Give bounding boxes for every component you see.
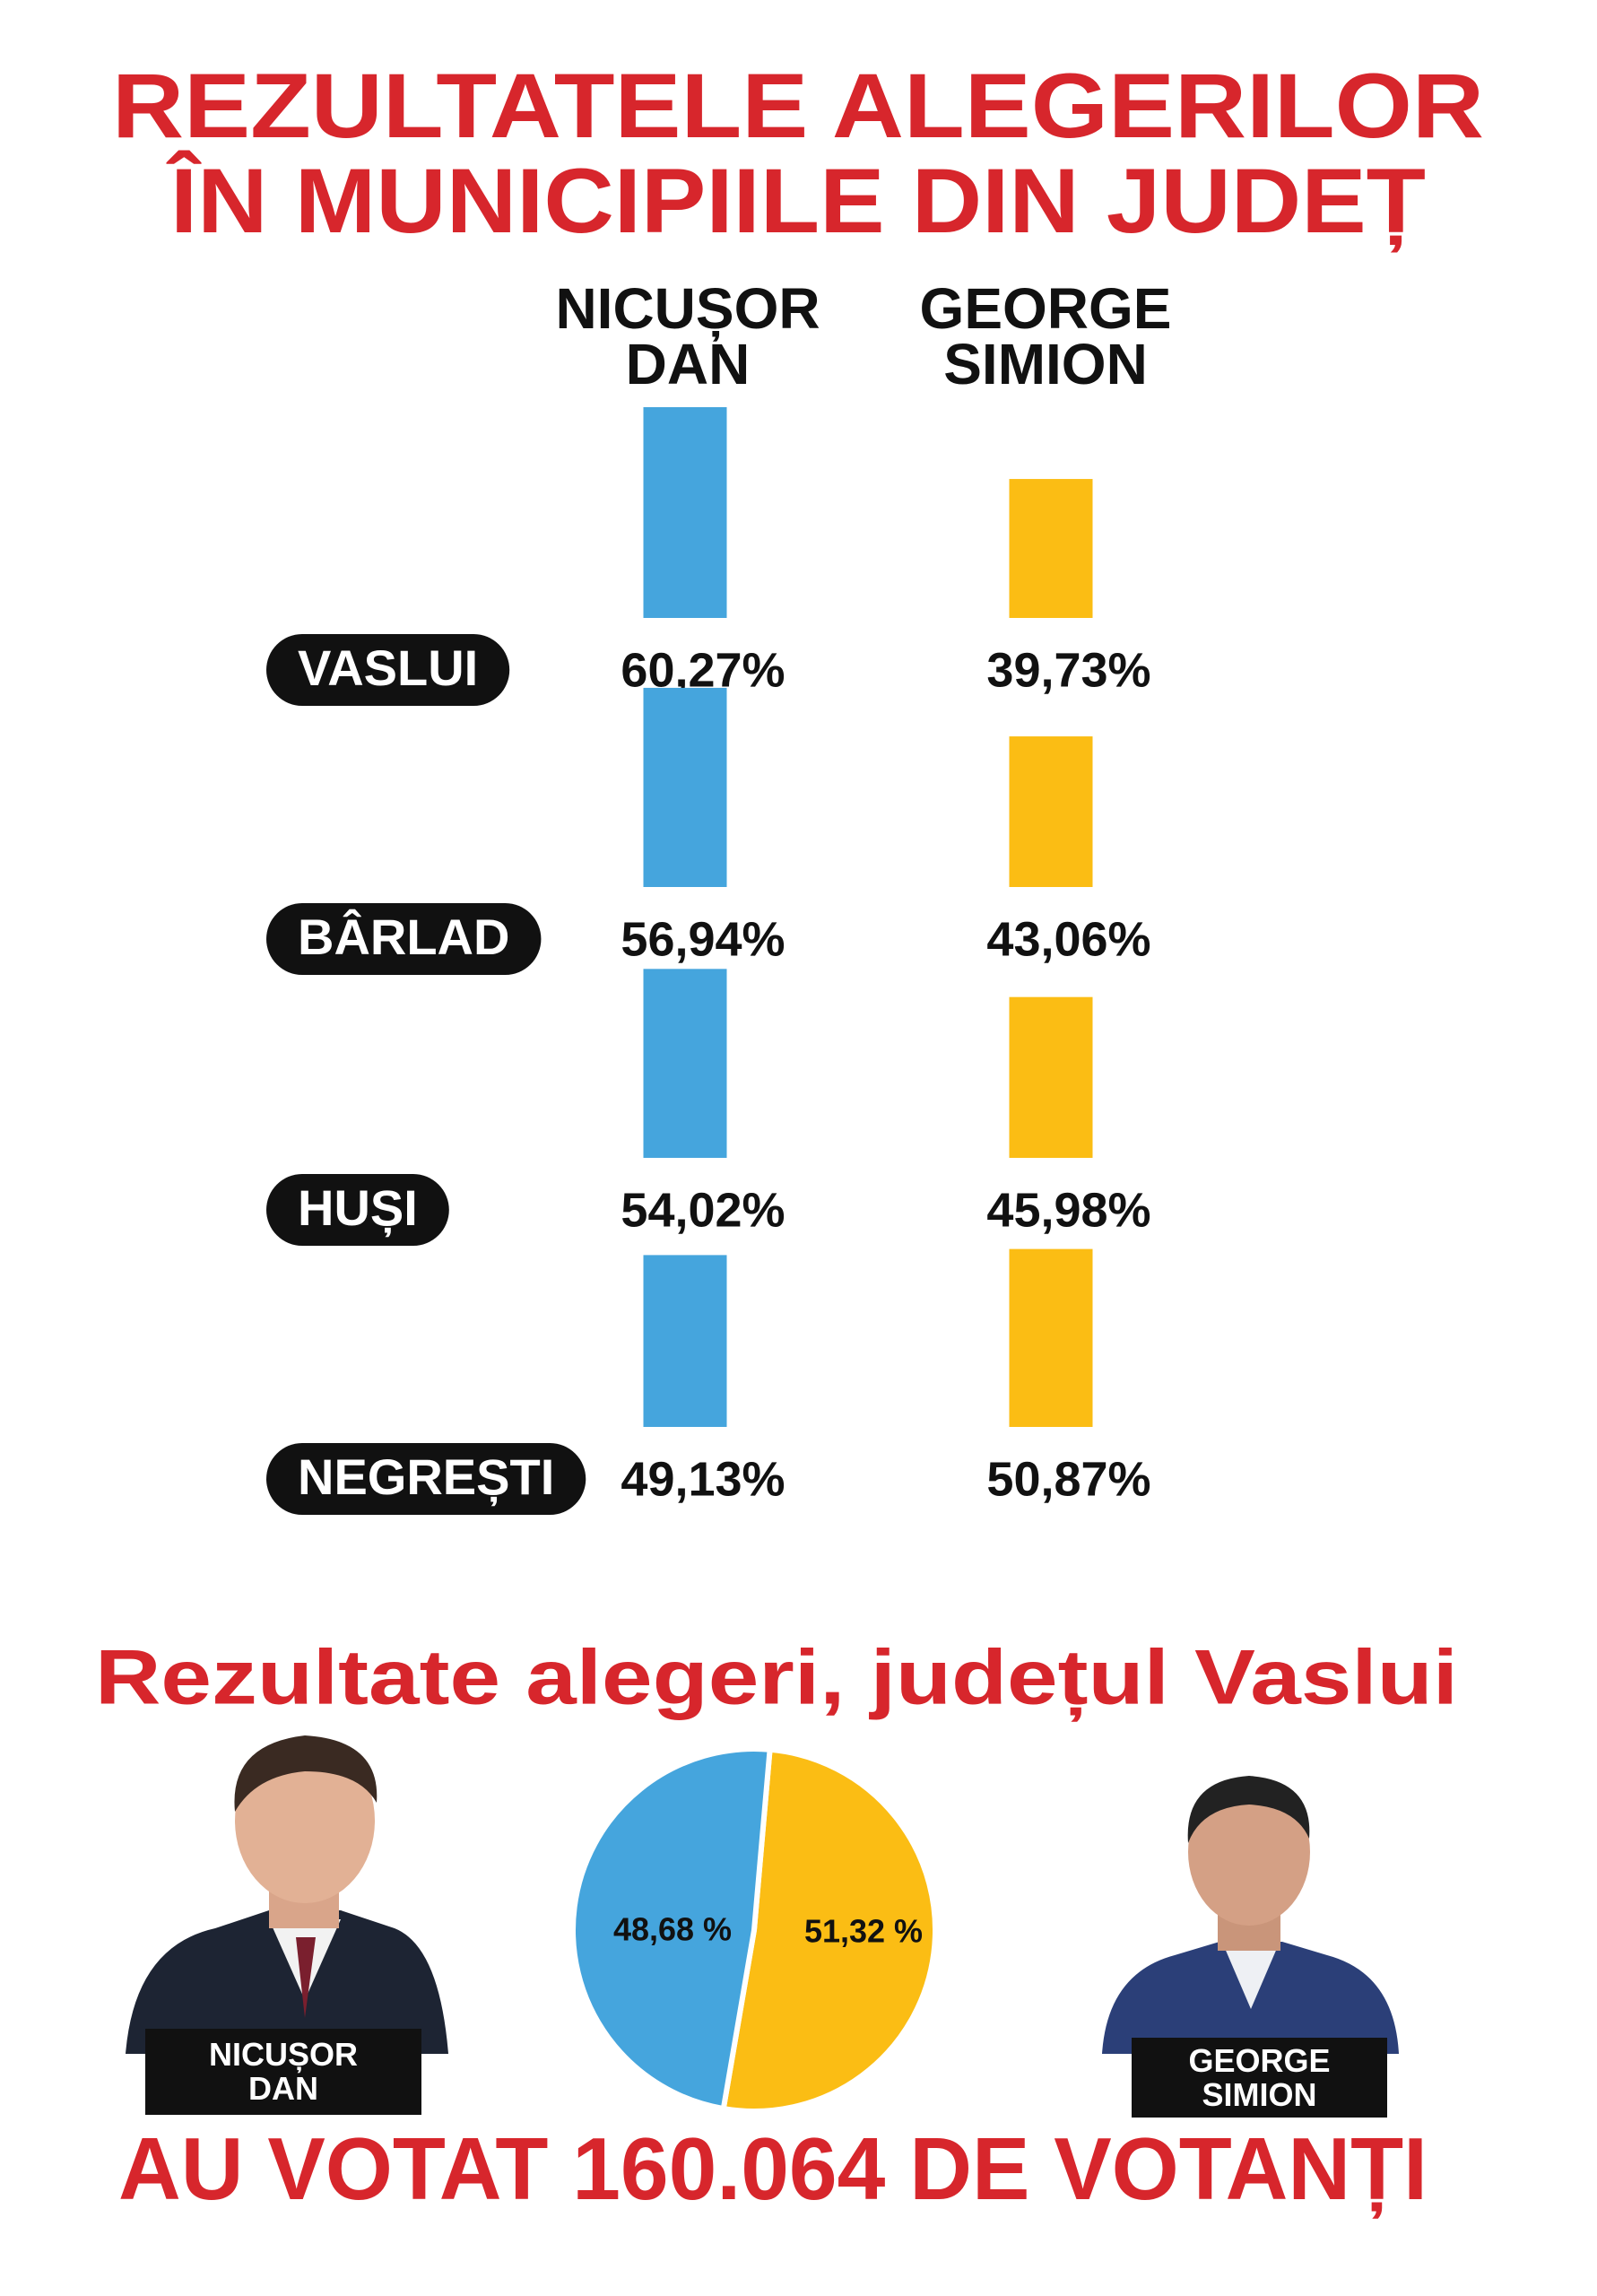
category-label: NEGREȘTI (298, 1448, 554, 1506)
pie-title: Rezultate alegeri, județul Vaslui (95, 1635, 1458, 1722)
pie-slice (720, 1746, 938, 2114)
category-pill (266, 1174, 449, 1246)
portrait (126, 1735, 448, 2054)
category-pill (266, 634, 510, 706)
candidate-label: NICUȘOR DAN (145, 2029, 421, 2115)
portrait (1102, 1776, 1399, 2054)
category-pill (266, 903, 542, 975)
pie-slice (570, 1746, 773, 2112)
bar (643, 969, 727, 1158)
bar (1009, 996, 1093, 1158)
value-label: 49,13% (621, 1452, 785, 1506)
series-header: GEORGE SIMION (919, 276, 1172, 396)
value-label: 50,87% (986, 1452, 1150, 1506)
bar (1009, 736, 1093, 887)
category-label: HUȘI (298, 1179, 418, 1237)
value-label: 39,73% (986, 643, 1150, 697)
value-label: 48,68 % (613, 1911, 732, 1948)
bar (643, 687, 727, 887)
bar (643, 406, 727, 618)
category-label: VASLUI (298, 639, 478, 696)
category-pill (266, 1443, 586, 1515)
category-label: BÂRLAD (298, 909, 509, 965)
title-line: REZULTATELE ALEGERILOR (112, 55, 1484, 157)
bar (643, 1255, 727, 1427)
title-line: ÎN MUNICIPIILE DIN JUDEȚ (166, 150, 1426, 253)
value-label: 45,98% (986, 1183, 1150, 1237)
candidate-label: GEORGE SIMION (1132, 2038, 1387, 2118)
value-label: 43,06% (986, 912, 1150, 966)
value-label: 56,94% (621, 912, 785, 966)
footer: AU VOTAT 160.064 DE VOTANȚI (118, 2119, 1428, 2219)
value-label: 54,02% (621, 1183, 785, 1237)
series-header: NICUȘOR DAN (555, 276, 820, 396)
value-label: 51,32 % (804, 1913, 923, 1950)
bar (1009, 1248, 1093, 1427)
bar (1009, 479, 1093, 618)
